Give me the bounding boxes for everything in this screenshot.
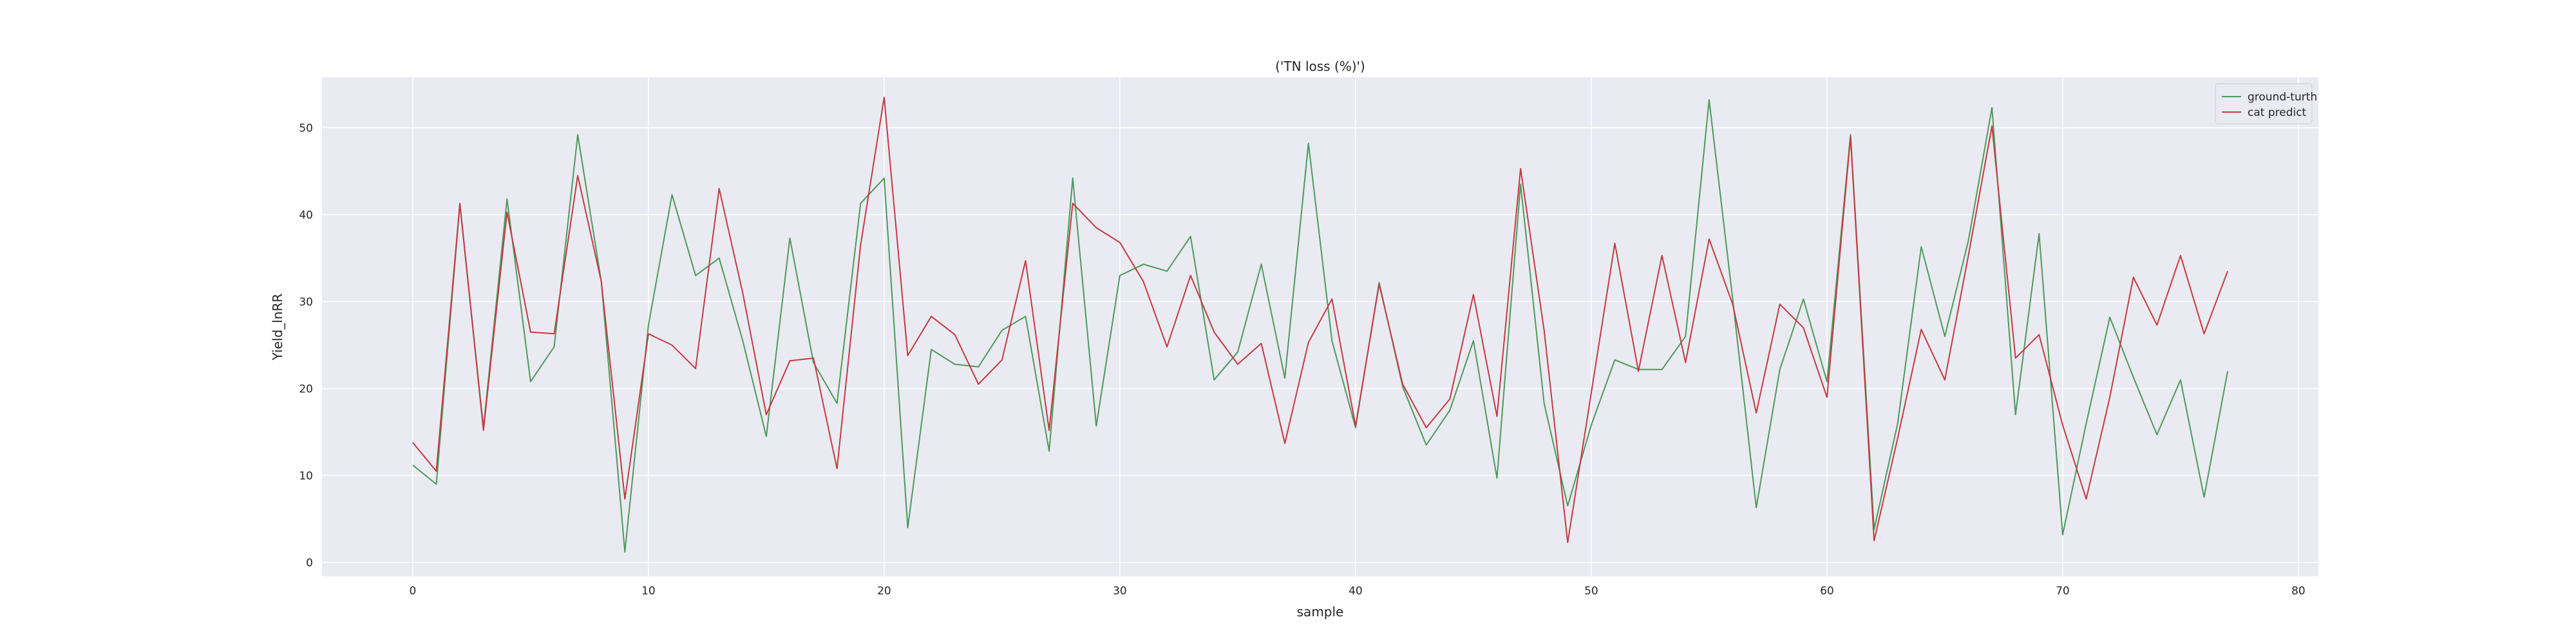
legend-label-ground-turth: ground-turth [2248, 91, 2317, 104]
x-tick-labels: 0 10 20 30 40 50 60 70 80 [409, 585, 2305, 598]
x-tick-label: 60 [1820, 585, 1834, 598]
y-tick-label: 20 [299, 383, 313, 395]
grid [322, 77, 2318, 576]
x-tick-label: 20 [877, 585, 891, 598]
y-axis-label: Yield_lnRR [270, 294, 285, 361]
y-tick-label: 40 [299, 209, 313, 222]
plot-area [322, 77, 2318, 576]
x-tick-label: 40 [1349, 585, 1363, 598]
x-axis-label: sample [1297, 604, 1344, 620]
y-tick-labels: 0 10 20 30 40 50 [299, 122, 313, 569]
legend-box [2215, 83, 2313, 124]
series-line-ground-turth [412, 99, 2229, 553]
series-line-cat-predict [412, 97, 2229, 544]
x-tick-label: 0 [409, 585, 416, 598]
x-tick-label: 80 [2291, 585, 2306, 598]
y-tick-label: 10 [299, 469, 313, 482]
legend-label-cat-predict: cat predict [2248, 106, 2307, 119]
y-tick-label: 0 [306, 556, 313, 569]
x-tick-label: 30 [1113, 585, 1127, 598]
x-tick-label: 50 [1584, 585, 1598, 598]
chart-title: ('TN loss (%)') [1275, 59, 1365, 74]
series-lines [412, 97, 2229, 553]
x-tick-label: 70 [2056, 585, 2070, 598]
x-tick-label: 10 [641, 585, 656, 598]
y-tick-label: 50 [299, 122, 313, 135]
y-tick-label: 30 [299, 296, 313, 308]
legend: ground-turth cat predict [2215, 83, 2317, 124]
